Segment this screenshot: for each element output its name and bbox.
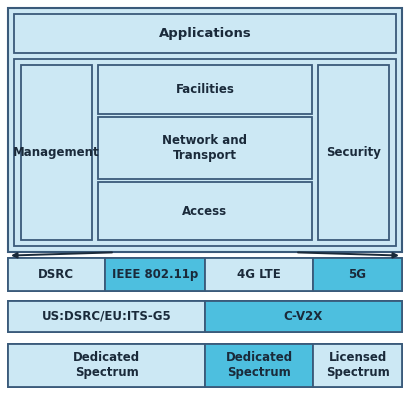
Bar [98,117,311,179]
Bar [317,65,389,240]
Text: Access: Access [182,204,227,217]
Text: 5G: 5G [348,268,366,281]
Bar [98,182,311,240]
Bar [14,59,395,246]
Bar [8,301,401,332]
Bar [204,344,312,387]
Bar [204,258,312,291]
Bar [8,344,204,387]
Bar [8,258,104,291]
Bar [104,258,204,291]
Text: US:DSRC/EU:ITS-G5: US:DSRC/EU:ITS-G5 [42,310,171,323]
Text: Management: Management [13,146,99,159]
Text: 4G LTE: 4G LTE [237,268,280,281]
Bar [14,14,395,53]
Text: Network and
Transport: Network and Transport [162,134,247,162]
Bar [8,8,401,252]
Bar [312,344,401,387]
Bar [312,258,401,291]
Text: Facilities: Facilities [175,83,234,96]
Text: Dedicated
Spectrum: Dedicated Spectrum [225,351,292,379]
Bar [20,65,92,240]
Text: Dedicated
Spectrum: Dedicated Spectrum [73,351,140,379]
Text: Applications: Applications [158,27,251,40]
Text: C-V2X: C-V2X [283,310,322,323]
Text: IEEE 802.11p: IEEE 802.11p [111,268,198,281]
Text: DSRC: DSRC [38,268,74,281]
Text: Security: Security [326,146,380,159]
Bar [8,258,401,291]
Bar [8,301,204,332]
Bar [204,301,401,332]
Bar [8,344,401,387]
Bar [98,65,311,114]
Text: Licensed
Spectrum: Licensed Spectrum [325,351,389,379]
